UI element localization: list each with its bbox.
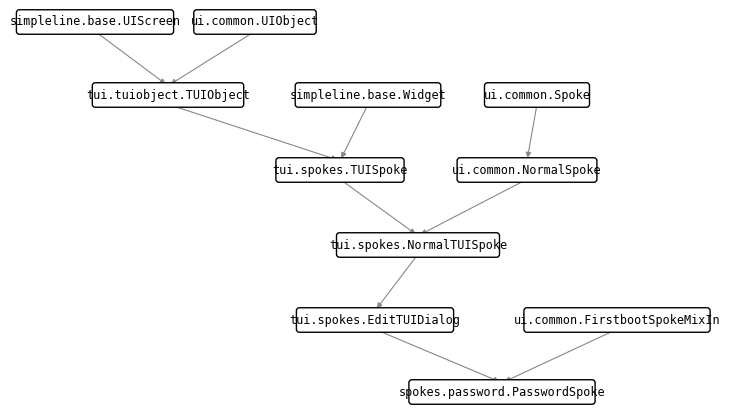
Text: ui.common.NormalSpoke: ui.common.NormalSpoke (452, 163, 602, 176)
FancyBboxPatch shape (16, 10, 174, 34)
FancyBboxPatch shape (524, 308, 710, 332)
Text: tui.spokes.TUISpoke: tui.spokes.TUISpoke (272, 163, 408, 176)
Text: ui.common.Spoke: ui.common.Spoke (483, 88, 591, 101)
FancyBboxPatch shape (295, 83, 441, 107)
Text: spokes.password.PasswordSpoke: spokes.password.PasswordSpoke (399, 385, 605, 398)
Text: simpleline.base.UIScreen: simpleline.base.UIScreen (10, 16, 181, 28)
FancyBboxPatch shape (485, 83, 590, 107)
Text: tui.tuiobject.TUIObject: tui.tuiobject.TUIObject (86, 88, 250, 101)
Text: simpleline.base.Widget: simpleline.base.Widget (289, 88, 446, 101)
FancyBboxPatch shape (337, 233, 500, 257)
FancyBboxPatch shape (409, 380, 595, 404)
Text: ui.common.UIObject: ui.common.UIObject (191, 16, 319, 28)
FancyBboxPatch shape (194, 10, 316, 34)
Text: tui.spokes.NormalTUISpoke: tui.spokes.NormalTUISpoke (329, 238, 507, 251)
FancyBboxPatch shape (297, 308, 454, 332)
FancyBboxPatch shape (92, 83, 243, 107)
Text: tui.spokes.EditTUIDialog: tui.spokes.EditTUIDialog (289, 313, 460, 326)
FancyBboxPatch shape (276, 158, 404, 182)
FancyBboxPatch shape (457, 158, 597, 182)
Text: ui.common.FirstbootSpokeMixIn: ui.common.FirstbootSpokeMixIn (514, 313, 720, 326)
